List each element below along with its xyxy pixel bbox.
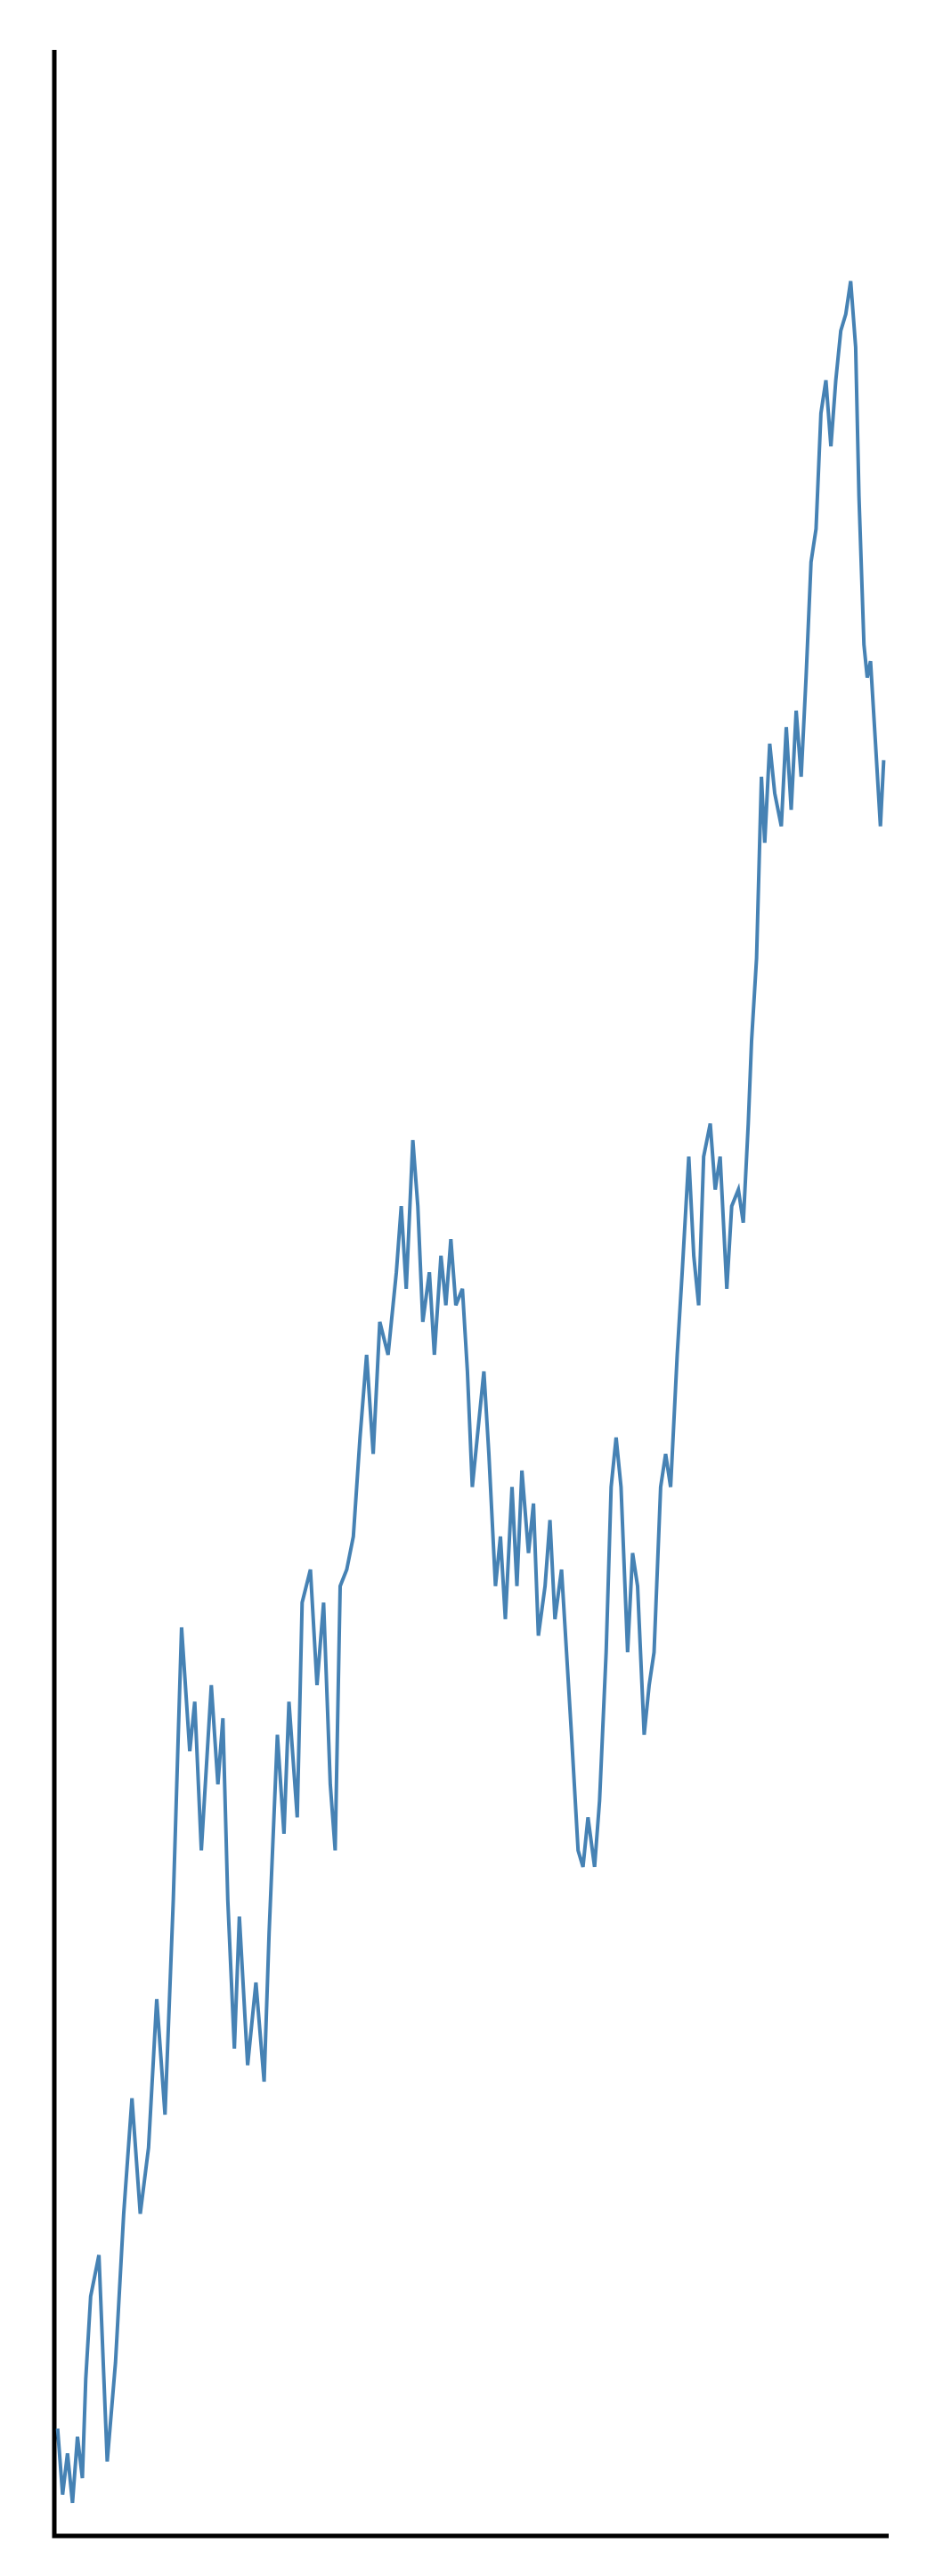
data-line — [55, 281, 886, 2504]
